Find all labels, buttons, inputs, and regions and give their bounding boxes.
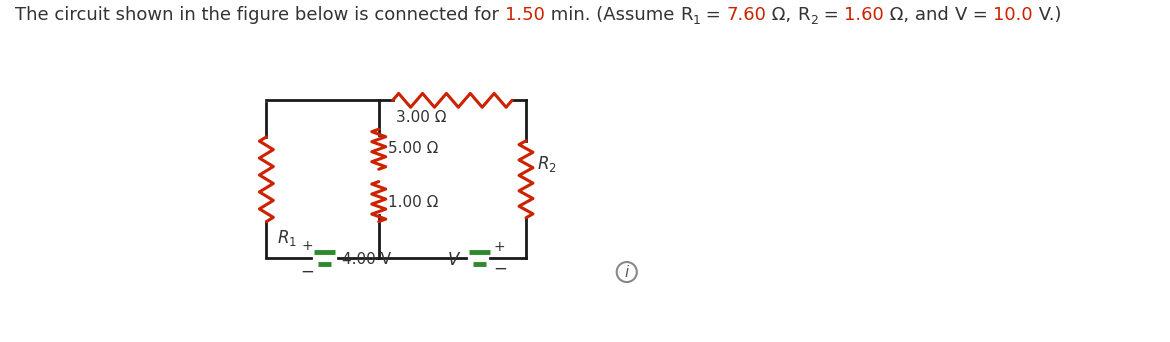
Text: =: = [700, 6, 727, 24]
Text: 2: 2 [810, 14, 818, 27]
Text: Ω,: Ω, [766, 6, 798, 24]
Text: 7.60: 7.60 [727, 6, 766, 24]
Text: −: − [301, 263, 315, 281]
Text: i: i [625, 265, 629, 279]
Text: =: = [818, 6, 845, 24]
Text: 1.50: 1.50 [504, 6, 544, 24]
Text: V: V [448, 251, 460, 269]
Text: R: R [798, 6, 810, 24]
Text: min. (Assume: min. (Assume [544, 6, 680, 24]
Text: 1: 1 [693, 14, 700, 27]
Text: $R_1$: $R_1$ [277, 228, 297, 248]
Text: +: + [302, 239, 314, 253]
Text: V.): V.) [1033, 6, 1061, 24]
Text: −: − [494, 260, 508, 278]
Text: 4.00 V: 4.00 V [342, 252, 391, 267]
Text: 1.00 Ω: 1.00 Ω [388, 195, 439, 210]
Text: =: = [966, 6, 993, 24]
Text: 3.00 Ω: 3.00 Ω [395, 109, 446, 124]
Text: 1.60: 1.60 [845, 6, 885, 24]
Text: V: V [955, 6, 966, 24]
Text: Ω, and: Ω, and [885, 6, 955, 24]
Text: R: R [680, 6, 693, 24]
Text: 10.0: 10.0 [993, 6, 1033, 24]
Text: 5.00 Ω: 5.00 Ω [388, 141, 439, 156]
Text: +: + [494, 240, 505, 254]
Text: $R_2$: $R_2$ [537, 154, 557, 174]
Text: The circuit shown in the figure below is connected for: The circuit shown in the figure below is… [15, 6, 504, 24]
